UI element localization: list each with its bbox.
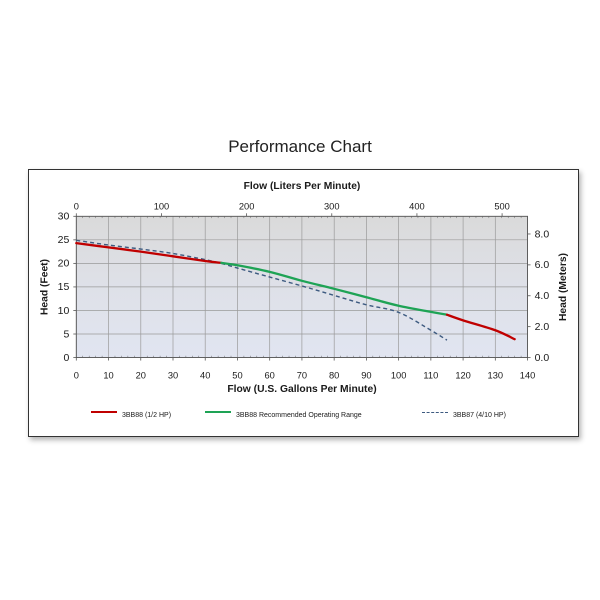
svg-text:30: 30 [57, 210, 69, 222]
svg-text:70: 70 [296, 370, 306, 380]
svg-text:20: 20 [57, 257, 69, 269]
svg-text:4.0: 4.0 [534, 290, 549, 302]
svg-text:15: 15 [57, 281, 69, 293]
svg-text:Head (Meters): Head (Meters) [558, 253, 569, 321]
svg-text:130: 130 [487, 370, 503, 380]
svg-text:50: 50 [232, 370, 242, 380]
svg-text:500: 500 [494, 201, 510, 211]
svg-text:200: 200 [239, 201, 255, 211]
svg-text:0: 0 [63, 352, 69, 364]
svg-text:10: 10 [103, 370, 113, 380]
svg-text:0: 0 [73, 370, 78, 380]
svg-text:8.0: 8.0 [534, 228, 549, 240]
svg-text:Flow (Liters Per Minute): Flow (Liters Per Minute) [243, 181, 360, 192]
svg-text:100: 100 [153, 201, 169, 211]
svg-text:25: 25 [57, 234, 69, 246]
svg-text:5: 5 [63, 328, 69, 340]
svg-text:2.0: 2.0 [534, 321, 549, 333]
svg-text:Head (Feet): Head (Feet) [39, 259, 50, 315]
svg-text:120: 120 [455, 370, 471, 380]
svg-text:40: 40 [200, 370, 210, 380]
svg-text:400: 400 [409, 201, 425, 211]
svg-text:140: 140 [519, 370, 535, 380]
svg-text:20: 20 [135, 370, 145, 380]
svg-text:80: 80 [329, 370, 339, 380]
svg-text:10: 10 [57, 304, 69, 316]
svg-text:300: 300 [324, 201, 340, 211]
svg-text:Flow (U.S. Gallons Per Minute): Flow (U.S. Gallons Per Minute) [227, 384, 376, 395]
svg-text:110: 110 [423, 370, 438, 380]
svg-text:90: 90 [361, 370, 371, 380]
svg-text:100: 100 [391, 370, 407, 380]
svg-text:60: 60 [264, 370, 274, 380]
svg-text:6.0: 6.0 [534, 259, 549, 271]
svg-text:0: 0 [73, 201, 78, 211]
svg-text:0.0: 0.0 [534, 352, 549, 364]
svg-text:30: 30 [168, 370, 178, 380]
